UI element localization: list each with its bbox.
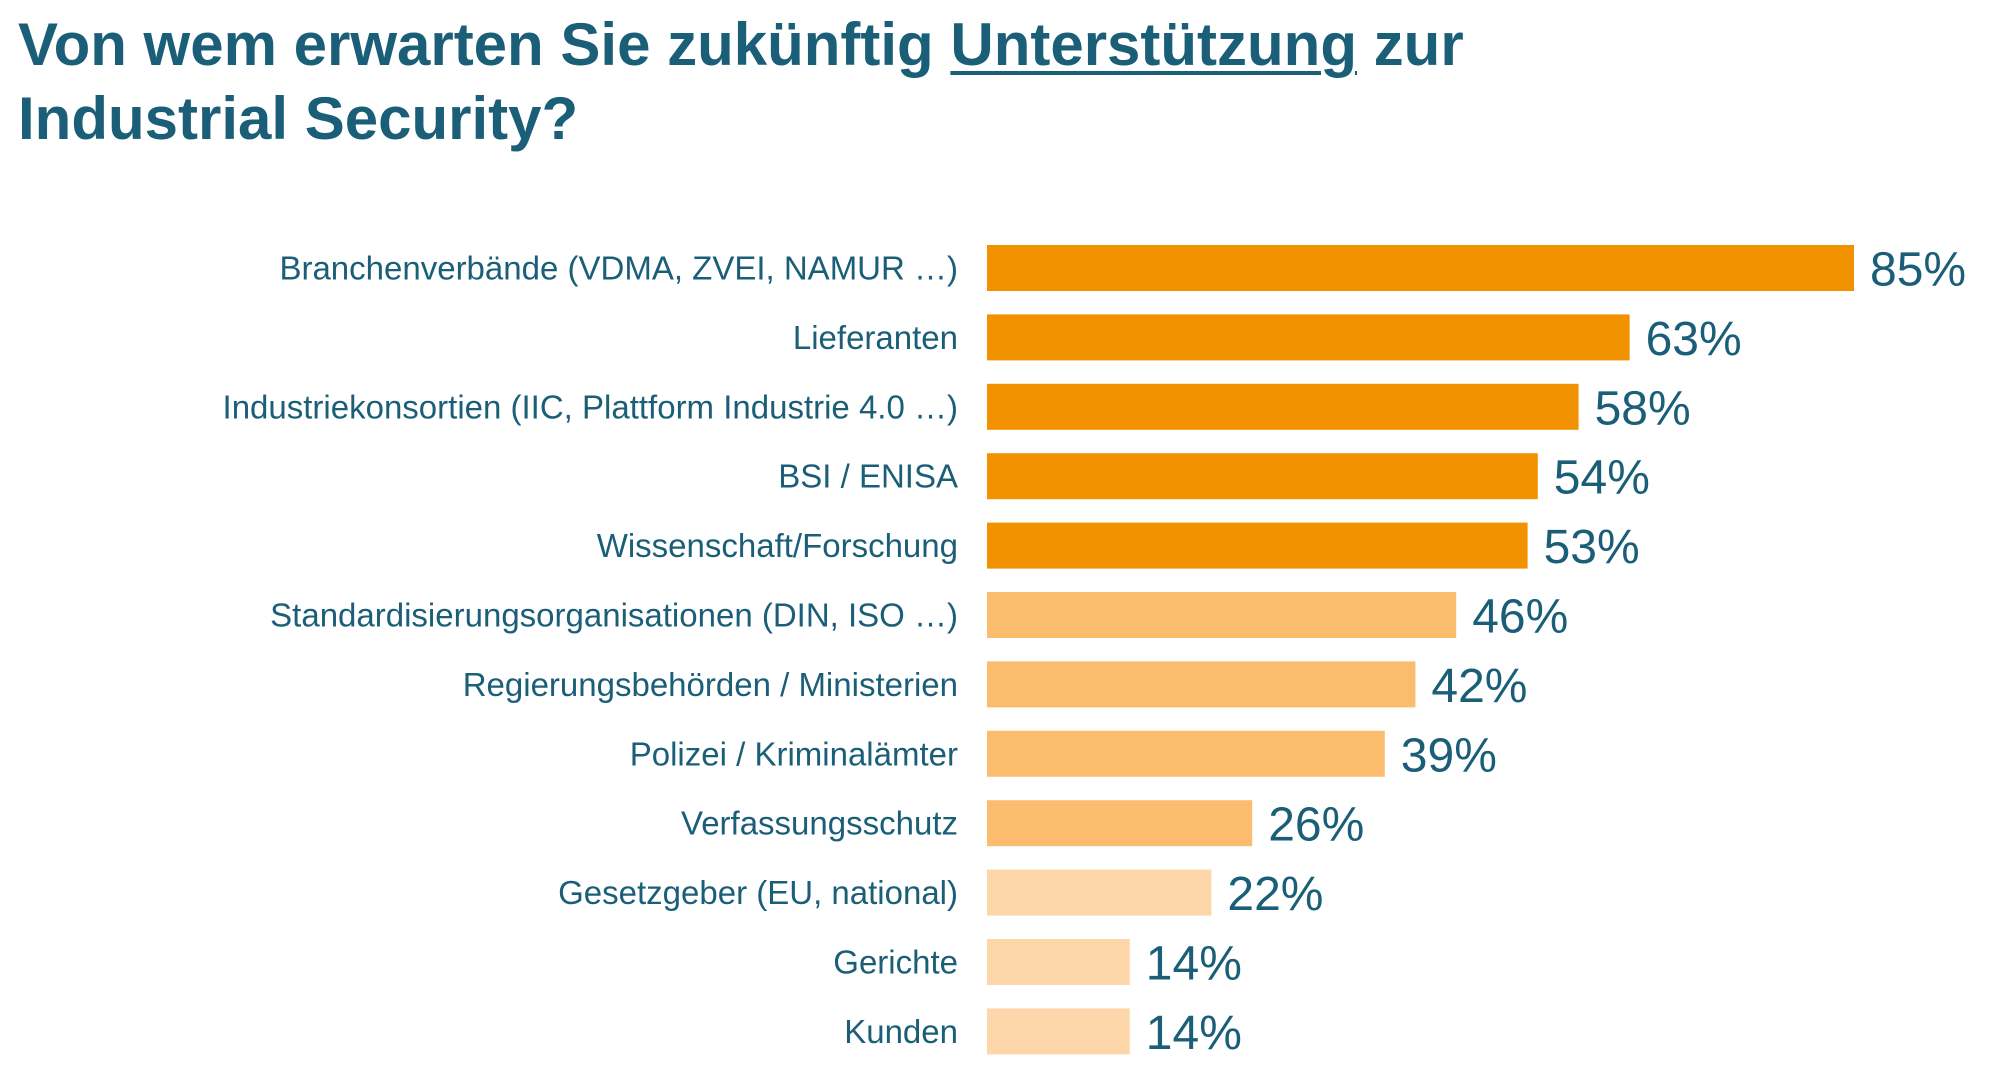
value-label: 85% (1870, 244, 1966, 297)
value-label: 26% (1268, 799, 1364, 852)
value-label: 42% (1431, 660, 1527, 713)
category-label: Lieferanten (793, 319, 958, 356)
title-part1: Von wem erwarten Sie zukünftig (18, 11, 951, 78)
title-emphasis: Unterstützung (950, 11, 1357, 78)
bar (987, 939, 1130, 985)
category-label: Standardisierungsorganisationen (DIN, IS… (270, 597, 958, 634)
title-line2: Industrial Security? (18, 85, 579, 152)
category-label: Kunden (844, 1013, 958, 1050)
value-label: 46% (1472, 591, 1568, 644)
category-label: Gesetzgeber (EU, national) (558, 874, 958, 911)
value-label: 53% (1544, 521, 1640, 574)
category-label: BSI / ENISA (778, 458, 958, 495)
value-labels-group: 85% 63% 58% 54% 53% 46% 42% 39% 26% 22% 14% 14% (1146, 244, 1966, 1060)
category-label: Wissenschaft/Forschung (597, 527, 958, 564)
chart-title: Von wem erwarten Sie zukünftig Unterstüt… (18, 8, 1918, 156)
bar (987, 800, 1253, 847)
category-labels-group: Branchenverbände (VDMA, ZVEI, NAMUR …) Li… (223, 250, 958, 1050)
value-label: 14% (1146, 938, 1242, 991)
value-label: 22% (1227, 868, 1323, 921)
bar (987, 661, 1416, 708)
value-label: 14% (1146, 1007, 1242, 1060)
value-label: 58% (1595, 382, 1691, 435)
category-label: Polizei / Kriminalämter (630, 735, 958, 772)
value-label: 63% (1646, 313, 1742, 366)
bar (987, 592, 1457, 638)
category-label: Industriekonsortien (IIC, Plattform Indu… (223, 388, 958, 425)
category-label: Branchenverbände (VDMA, ZVEI, NAMUR …) (279, 250, 958, 287)
bar (987, 522, 1528, 569)
value-label: 54% (1554, 452, 1650, 505)
category-label: Regierungsbehörden / Ministerien (463, 666, 958, 703)
bar (987, 453, 1538, 500)
bar (987, 383, 1579, 430)
category-label: Gerichte (833, 944, 958, 981)
bar (987, 1008, 1130, 1055)
category-label: Verfassungsschutz (681, 805, 958, 842)
bars-group (987, 245, 1854, 1055)
title-part2: zur (1357, 11, 1464, 78)
value-label: 39% (1401, 729, 1497, 782)
bar (987, 730, 1385, 777)
bar (987, 869, 1212, 916)
bar (987, 314, 1630, 361)
bar (987, 245, 1854, 291)
